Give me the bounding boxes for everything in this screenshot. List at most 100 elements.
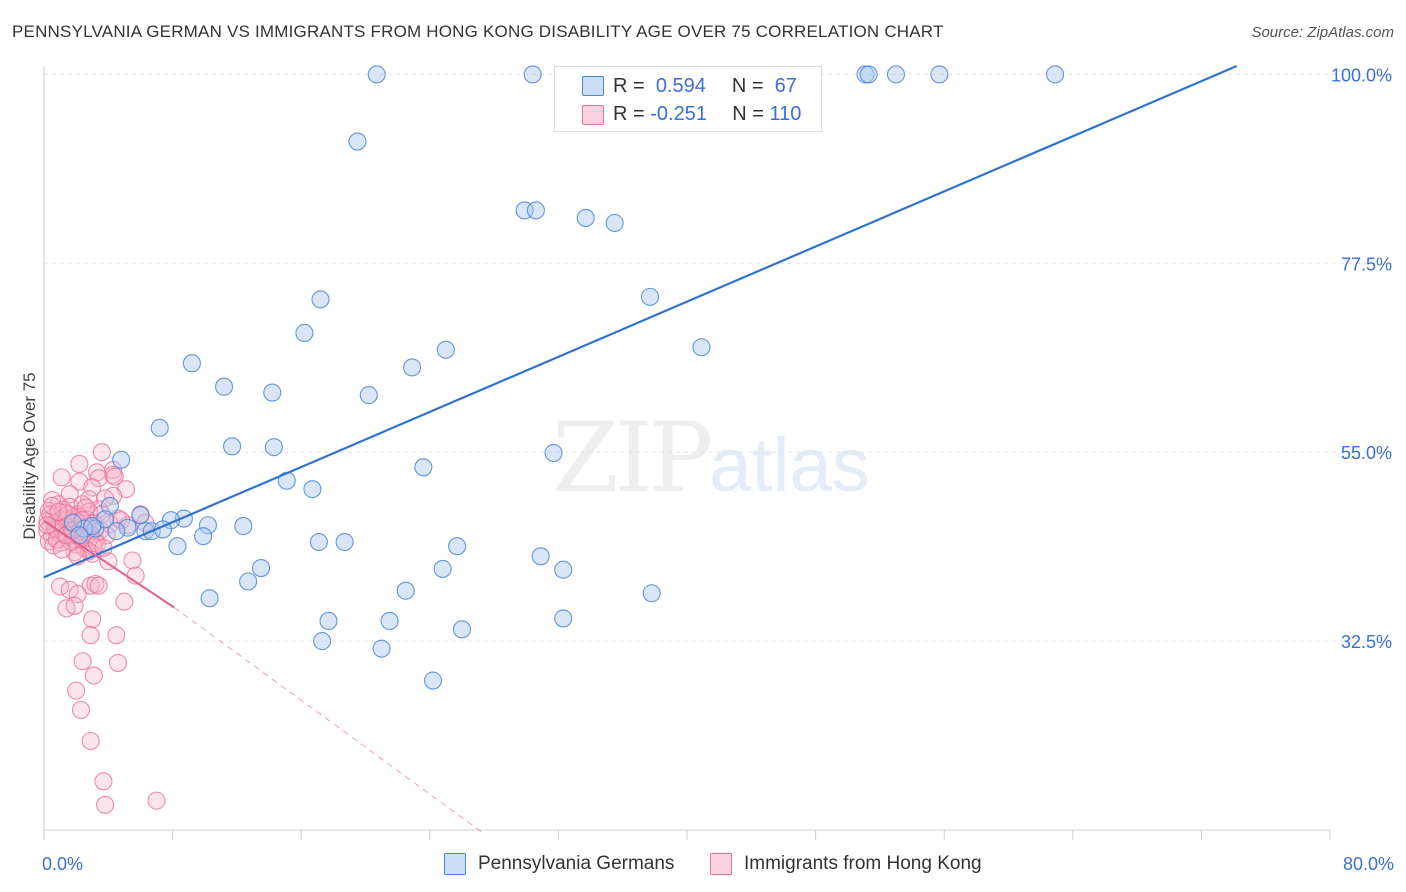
data-point-hong-kong bbox=[83, 478, 102, 497]
data-point-pennsylvania bbox=[640, 287, 660, 306]
watermark: ZIPatlas bbox=[552, 402, 870, 514]
data-point-hong-kong bbox=[112, 511, 131, 530]
stats-row-blue: R = 0.594 N = 67 bbox=[613, 74, 797, 98]
data-point-hong-kong bbox=[86, 574, 105, 594]
data-point-pennsylvania bbox=[295, 323, 314, 343]
data-point-hong-kong bbox=[100, 515, 119, 534]
data-point-hong-kong bbox=[83, 610, 102, 629]
r-value: 0.594 bbox=[655, 74, 706, 97]
data-point-pennsylvania bbox=[239, 572, 258, 591]
data-point-pennsylvania bbox=[367, 65, 386, 84]
data-point-pennsylvania bbox=[372, 639, 391, 658]
legend-swatch-pink bbox=[710, 853, 732, 875]
data-point-pennsylvania bbox=[198, 516, 218, 535]
data-point-pennsylvania bbox=[1046, 65, 1065, 84]
data-point-hong-kong bbox=[60, 485, 79, 504]
data-point-pennsylvania bbox=[605, 213, 624, 233]
data-point-pennsylvania bbox=[112, 450, 131, 469]
data-point-pennsylvania bbox=[107, 522, 126, 541]
data-point-hong-kong bbox=[67, 681, 86, 700]
legend-label: Immigrants from Hong Kong bbox=[744, 853, 982, 874]
data-point-hong-kong bbox=[52, 468, 71, 487]
blue-swatch bbox=[582, 76, 604, 96]
data-point-pennsylvania bbox=[311, 290, 330, 309]
trend-line-hong-kong-extension bbox=[173, 607, 482, 833]
data-point-hong-kong bbox=[65, 596, 84, 615]
data-point-hong-kong bbox=[115, 592, 134, 611]
data-point-pennsylvania bbox=[214, 377, 234, 396]
trend-line-pennsylvania bbox=[43, 64, 1238, 579]
data-point-pennsylvania bbox=[348, 132, 367, 151]
y-tick-label: 55.0% bbox=[1341, 443, 1392, 463]
data-point-pennsylvania bbox=[423, 671, 443, 690]
data-point-hong-kong bbox=[92, 443, 111, 462]
r-label: R = bbox=[613, 102, 645, 125]
r-value: -0.251 bbox=[650, 102, 707, 125]
n-label: N = bbox=[732, 102, 764, 125]
x-tick-label: 0.0% bbox=[42, 854, 83, 874]
watermark-zip: ZIP bbox=[552, 402, 713, 514]
data-point-pennsylvania bbox=[692, 338, 711, 357]
data-point-hong-kong bbox=[44, 536, 63, 555]
series-hong-kong-points bbox=[38, 443, 166, 814]
data-point-hong-kong bbox=[107, 626, 126, 645]
data-point-hong-kong bbox=[68, 585, 87, 604]
chart-title: PENNSYLVANIA GERMAN VS IMMIGRANTS FROM H… bbox=[12, 22, 944, 41]
data-point-pennsylvania bbox=[859, 65, 878, 84]
pink-swatch bbox=[582, 105, 604, 125]
data-point-pennsylvania bbox=[414, 458, 433, 477]
y-tick-label: 32.5% bbox=[1341, 632, 1392, 652]
legend-swatch-blue bbox=[444, 853, 466, 875]
data-point-pennsylvania bbox=[223, 437, 242, 456]
data-point-hong-kong bbox=[108, 653, 127, 672]
data-point-hong-kong bbox=[123, 551, 142, 570]
data-point-hong-kong bbox=[47, 530, 66, 549]
data-point-pennsylvania bbox=[168, 537, 187, 556]
data-point-pennsylvania bbox=[309, 532, 328, 552]
data-point-pennsylvania bbox=[544, 443, 563, 463]
data-point-pennsylvania bbox=[131, 506, 150, 525]
data-point-pennsylvania bbox=[886, 65, 906, 84]
legend-item-hong-kong[interactable]: Immigrants from Hong Kong bbox=[710, 852, 982, 876]
data-point-pennsylvania bbox=[554, 560, 573, 579]
data-point-pennsylvania bbox=[433, 559, 452, 578]
data-point-pennsylvania bbox=[436, 340, 455, 359]
data-point-pennsylvania bbox=[396, 581, 415, 600]
data-point-pennsylvania bbox=[182, 354, 201, 373]
y-axis-label: Disability Age Over 75 bbox=[20, 372, 39, 540]
r-label: R = bbox=[613, 74, 645, 97]
data-point-pennsylvania bbox=[200, 589, 219, 608]
data-point-pennsylvania bbox=[576, 208, 595, 228]
correlation-box: R = 0.594 N = 67 R = -0.251 N = 110 bbox=[554, 66, 822, 132]
data-point-pennsylvania bbox=[554, 609, 573, 628]
data-point-pennsylvania bbox=[313, 632, 332, 651]
trend-lines bbox=[43, 64, 1238, 833]
data-point-hong-kong bbox=[89, 469, 108, 488]
y-tick-label: 77.5% bbox=[1341, 254, 1392, 274]
data-point-pennsylvania bbox=[194, 527, 213, 546]
data-point-pennsylvania bbox=[526, 201, 545, 220]
grid-lines bbox=[44, 73, 1392, 642]
data-point-hong-kong bbox=[81, 731, 100, 751]
data-point-pennsylvania bbox=[319, 611, 338, 630]
data-point-hong-kong bbox=[51, 577, 70, 596]
data-point-hong-kong bbox=[70, 454, 89, 474]
data-point-pennsylvania bbox=[642, 584, 661, 603]
data-point-pennsylvania bbox=[403, 358, 422, 377]
data-point-hong-kong bbox=[89, 576, 108, 595]
data-point-pennsylvania bbox=[523, 65, 542, 84]
data-point-hong-kong bbox=[49, 502, 68, 521]
data-point-hong-kong bbox=[81, 626, 100, 645]
data-point-pennsylvania bbox=[234, 517, 253, 536]
n-label: N = bbox=[731, 74, 764, 97]
data-point-hong-kong bbox=[73, 652, 92, 671]
legend-label: Pennsylvania Germans bbox=[478, 853, 675, 874]
source-label: Source: ZipAtlas.com bbox=[1251, 24, 1394, 41]
stats-row-pink: R = -0.251 N = 110 bbox=[613, 102, 801, 126]
data-point-pennsylvania bbox=[452, 620, 472, 639]
data-point-pennsylvania bbox=[359, 386, 378, 405]
legend-item-pennsylvania[interactable]: Pennsylvania Germans bbox=[444, 852, 674, 876]
trend-line-hong-kong bbox=[43, 520, 175, 609]
data-point-hong-kong bbox=[38, 516, 57, 535]
data-point-pennsylvania bbox=[531, 547, 550, 566]
